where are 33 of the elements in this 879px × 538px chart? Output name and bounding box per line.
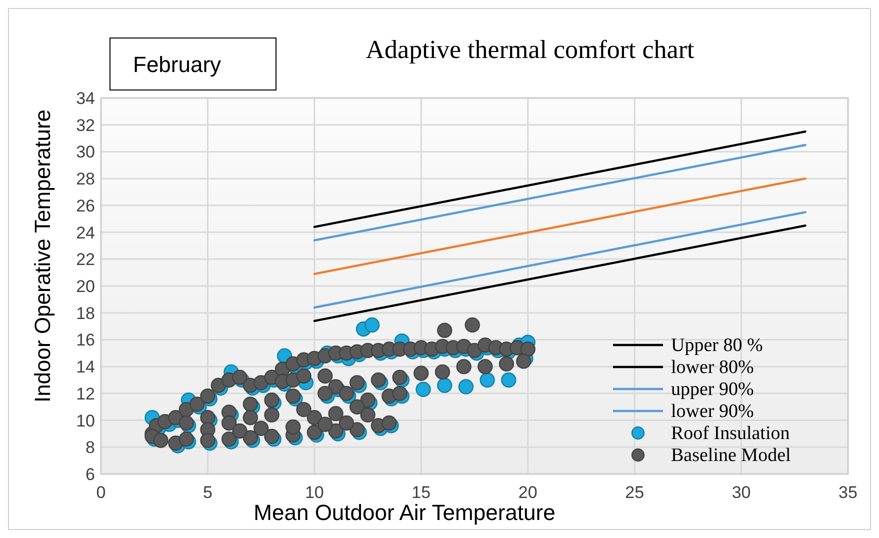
legend-label: Roof Insulation xyxy=(671,423,790,444)
y-tick-label: 24 xyxy=(76,223,95,242)
y-tick-label: 12 xyxy=(76,384,95,404)
x-tick-label: 20 xyxy=(518,483,538,502)
y-tick-label: 28 xyxy=(76,170,95,189)
x-tick-label: 15 xyxy=(412,483,431,502)
y-tick-label: 18 xyxy=(76,304,95,323)
y-axis-title: Indoor Operative Temperature xyxy=(30,109,55,403)
legend-label: upper 90% xyxy=(671,379,754,400)
legend-label: Baseline Model xyxy=(671,445,791,466)
y-tick-label: 30 xyxy=(76,142,95,162)
legend-label: lower 90% xyxy=(671,401,754,422)
y-tick-label: 8 xyxy=(86,438,95,458)
x-tick-label: 10 xyxy=(304,483,324,502)
x-tick-label: 5 xyxy=(202,483,212,502)
legend-label: Upper 80 % xyxy=(671,335,763,356)
x-tick-label: 35 xyxy=(838,483,858,502)
x-tick-label: 0 xyxy=(96,483,106,502)
y-tick-label: 32 xyxy=(76,116,95,135)
y-tick-label: 20 xyxy=(76,277,95,296)
x-axis-title: Mean Outdoor Air Temperature xyxy=(254,500,556,525)
y-tick-label: 16 xyxy=(76,330,95,350)
y-tick-label: 34 xyxy=(76,89,95,108)
chart-title: Adaptive thermal comfort chart xyxy=(366,35,696,64)
y-tick-label: 26 xyxy=(76,196,95,216)
y-tick-label: 14 xyxy=(76,358,95,377)
x-tick-label: 25 xyxy=(625,483,644,502)
y-tick-label: 22 xyxy=(76,250,95,270)
y-tick-label: 10 xyxy=(76,411,95,430)
x-tick-label: 30 xyxy=(732,483,751,502)
y-tick-label: 6 xyxy=(86,465,95,484)
legend-label: lower 80% xyxy=(671,357,754,378)
text: February xyxy=(133,52,222,77)
